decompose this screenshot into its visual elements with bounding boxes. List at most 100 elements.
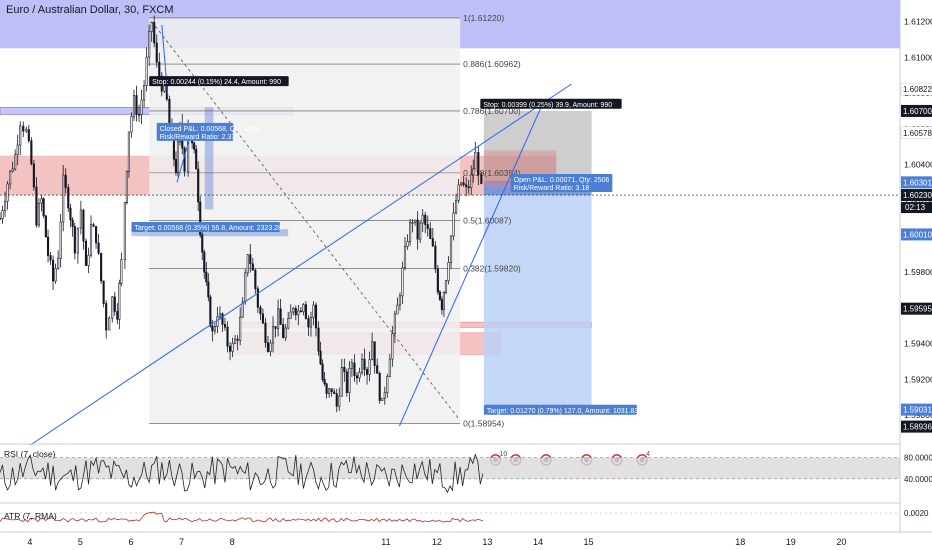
candle-body (197, 168, 200, 203)
candle-body (79, 209, 82, 229)
candle-body (87, 254, 90, 266)
price-label-text: 1.60010 (903, 230, 932, 239)
candle-body (140, 99, 143, 115)
price-label-text: 1.59031 (903, 406, 932, 415)
candle-body (239, 316, 242, 341)
candle-body (32, 163, 35, 188)
candle-body (348, 368, 351, 393)
candle-body (319, 350, 322, 365)
candle-body (218, 313, 222, 318)
candle-body (11, 168, 14, 172)
price-label-badge (900, 126, 932, 140)
price-label-badge (901, 302, 932, 315)
candle-body (95, 226, 98, 244)
candle-body (406, 241, 409, 247)
candle-body (116, 311, 119, 320)
candle-body (388, 358, 391, 377)
candle-body (376, 365, 379, 374)
candle-body (246, 254, 249, 274)
time-tick-label: 6 (128, 537, 133, 547)
candle-body (54, 268, 57, 282)
candle-body (398, 295, 402, 306)
fib-diagonal (151, 21, 461, 421)
atr-line (0, 511, 483, 523)
candle-body (279, 308, 282, 325)
price-tick-label: 1.60400 (904, 160, 932, 170)
zones-layer (0, 0, 900, 424)
candle-body (264, 322, 267, 343)
candle-body (317, 327, 320, 352)
stop-zone-right (483, 110, 592, 183)
price-label-badge (901, 104, 932, 117)
candle-body (9, 170, 12, 185)
closed-pl-label-text: Risk/Reward Ratio: 2.33 (160, 134, 236, 141)
trendline-rising (398, 107, 542, 427)
target-zone-right (483, 182, 592, 410)
candle-body (480, 174, 483, 184)
candle-body (449, 235, 453, 263)
candle-body (108, 317, 111, 331)
price-label-text: 1.60301 (903, 178, 932, 187)
closed-pl-label-text: Closed P&L: 0.00568, Qty: 4098 (160, 126, 261, 133)
candle-body (16, 144, 19, 156)
candle-body (328, 388, 331, 394)
candle-body (226, 326, 229, 347)
candle-body (97, 242, 100, 254)
candle-body (333, 391, 336, 394)
countdown-text: 02:13 (905, 203, 926, 212)
candle-body (251, 263, 254, 271)
candle-body (447, 262, 450, 282)
candle-body (82, 209, 85, 242)
rsi-band (0, 457, 900, 479)
candle-body (289, 311, 292, 319)
candle-body (353, 362, 356, 377)
candle-body (174, 158, 178, 173)
fib-level-label: 0.382(1.59820) (463, 263, 521, 273)
candle-body (457, 184, 460, 201)
candle-body (355, 375, 359, 379)
time-tick-label: 14 (533, 537, 543, 547)
candle-body (309, 317, 313, 328)
target-label-right-text: Target: 0.01270 (0.79%) 127.0, Amount: 1… (487, 408, 638, 415)
target-label-left-text: Target: 0.00568 (0.35%) 56.8, Amount: 23… (134, 225, 282, 232)
candle-body (216, 316, 219, 327)
candle-body (261, 313, 264, 324)
price-label-badge (901, 176, 932, 189)
candle-body (111, 296, 114, 319)
candle-body (444, 280, 448, 293)
candle-body (84, 240, 88, 266)
candle-body (49, 255, 52, 261)
candle-body (193, 142, 196, 150)
candle-body (89, 224, 93, 256)
candle-body (335, 393, 338, 407)
candle-body (419, 222, 422, 240)
candle-body (105, 303, 108, 331)
price-label-text: 1.58936 (903, 423, 932, 432)
candle-body (282, 324, 285, 338)
candle-body (455, 200, 458, 214)
time-tick-label: 11 (381, 537, 390, 547)
rsi-title: RSI (7, close) (4, 449, 56, 459)
event-count-label: 4 (646, 451, 650, 458)
candle-body (411, 222, 414, 224)
time-tick-label: 18 (735, 537, 745, 547)
time-tick-label: 12 (432, 537, 442, 547)
candle-body (52, 259, 55, 282)
candle-body (396, 304, 399, 315)
candle-body (416, 219, 419, 240)
candle-body (424, 214, 427, 225)
time-tick-label: 15 (584, 537, 594, 547)
candle-body (46, 236, 50, 256)
candle-body (137, 114, 141, 116)
price-axis: 1.612001.610001.608001.606001.604001.602… (0, 0, 932, 532)
candle-body (241, 301, 244, 318)
candle-body (299, 310, 302, 313)
candle-body (408, 222, 412, 242)
price-tick-label: 1.59400 (904, 339, 932, 349)
candle-body (59, 221, 62, 259)
candle-body (40, 198, 43, 204)
candle-body (71, 219, 74, 227)
candle-body (368, 359, 371, 375)
candle-body (307, 318, 310, 328)
